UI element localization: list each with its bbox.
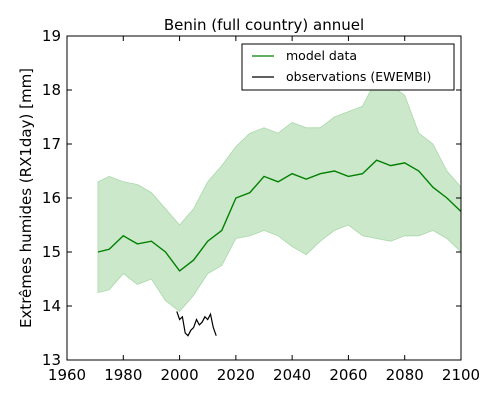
legend-label-model: model data (286, 48, 357, 63)
y-axis: 13 14 15 16 17 18 19 (42, 27, 461, 369)
y-tick-label: 17 (42, 135, 61, 153)
x-tick-label: 2060 (329, 366, 367, 384)
observations-line (176, 311, 217, 337)
x-tick-label: 2040 (273, 366, 311, 384)
x-tick-label: 1980 (104, 366, 142, 384)
y-tick-label: 13 (42, 351, 61, 369)
y-tick-label: 15 (42, 243, 61, 261)
y-tick-label: 18 (42, 81, 61, 99)
x-tick-label: 2080 (386, 366, 424, 384)
x-tick-label: 2020 (217, 366, 255, 384)
x-tick-label: 2100 (442, 366, 480, 384)
legend-box (241, 43, 455, 91)
chart-title: Benin (full country) annuel (164, 16, 364, 34)
y-tick-label: 19 (42, 27, 61, 45)
x-tick-label: 2000 (160, 366, 198, 384)
x-tick-label: 1960 (48, 366, 86, 384)
y-tick-label: 14 (42, 297, 61, 315)
model-line (97, 159, 462, 272)
legend-label-observations: observations (EWEMBI) (286, 69, 431, 84)
legend: model data observations (EWEMBI) (241, 43, 455, 91)
y-axis-label: Extrêmes humides (RX1day) [mm] (17, 68, 35, 328)
y-tick-label: 16 (42, 189, 61, 207)
x-axis: 1960 1980 2000 2020 2040 2060 2080 2100 (48, 36, 480, 384)
